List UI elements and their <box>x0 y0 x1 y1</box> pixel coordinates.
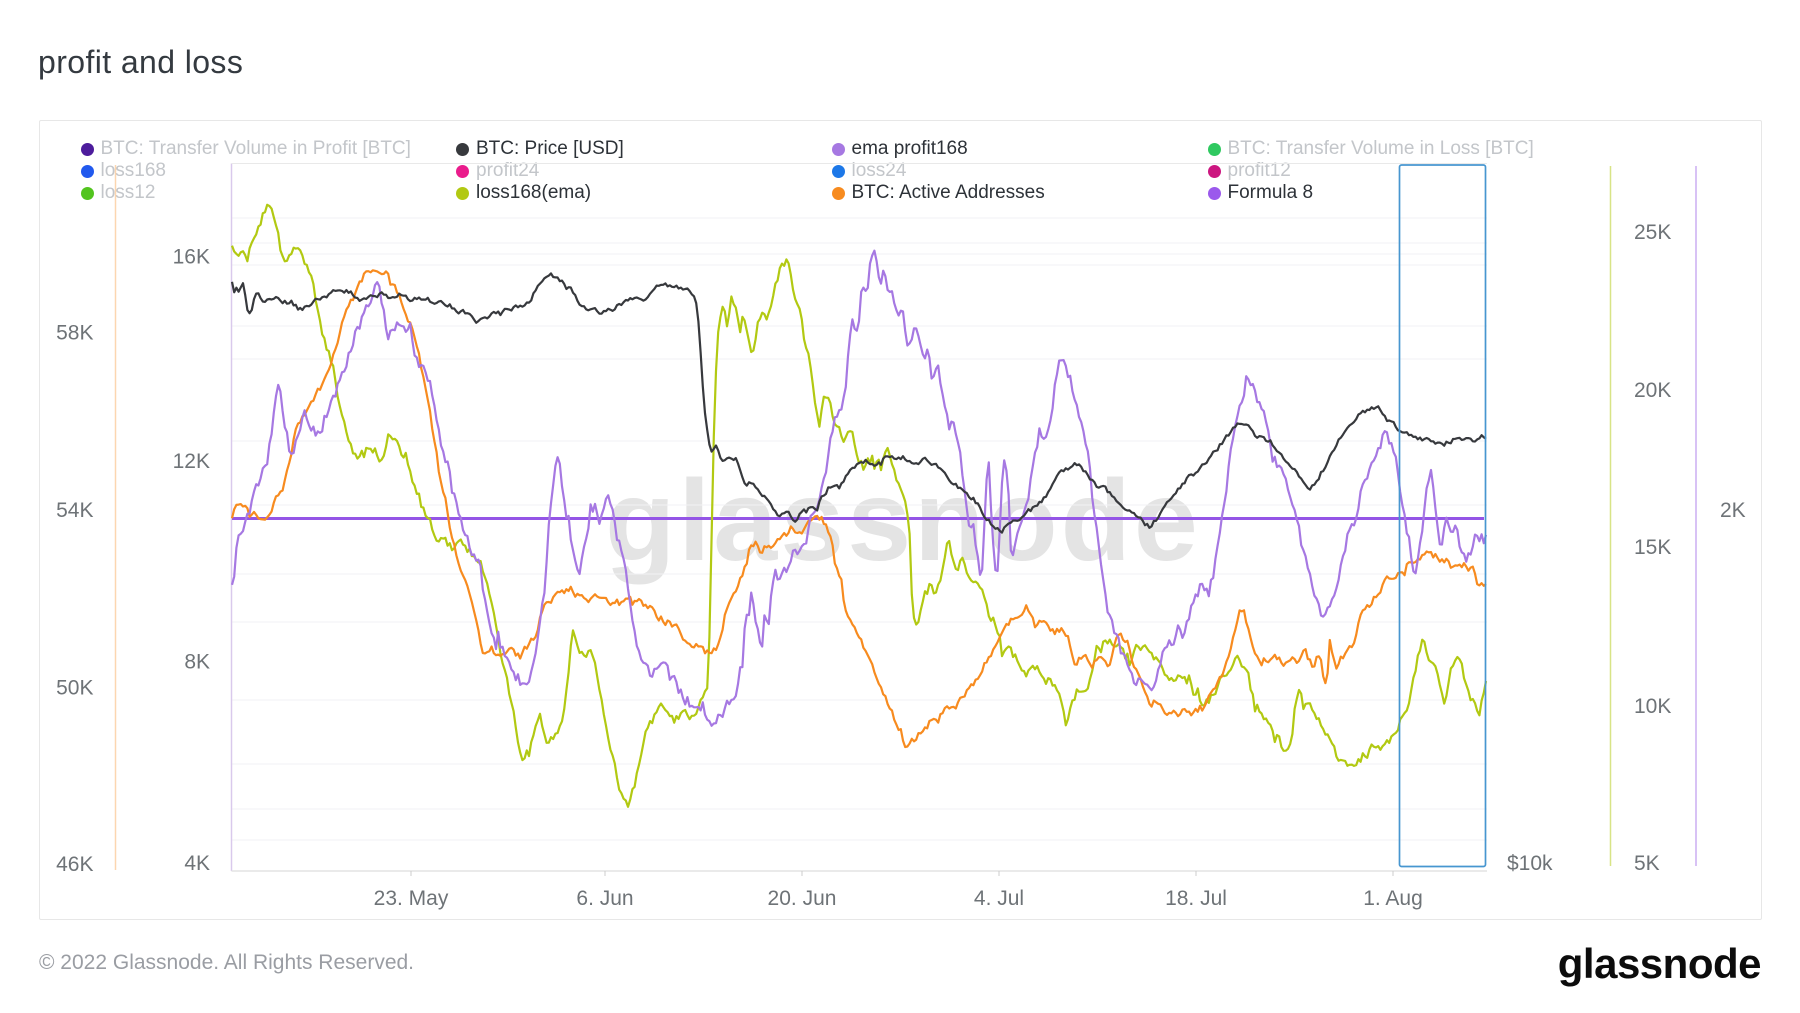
svg-text:6. Jun: 6. Jun <box>576 887 633 910</box>
svg-text:50K: 50K <box>56 677 93 700</box>
svg-text:5K: 5K <box>1634 852 1660 875</box>
svg-text:18. Jul: 18. Jul <box>1165 887 1227 910</box>
svg-text:54K: 54K <box>56 499 93 522</box>
svg-text:20. Jun: 20. Jun <box>768 887 837 910</box>
svg-text:20K: 20K <box>1634 379 1671 402</box>
svg-text:1. Aug: 1. Aug <box>1363 887 1423 910</box>
svg-text:4. Jul: 4. Jul <box>974 887 1024 910</box>
svg-text:10K: 10K <box>1634 695 1671 718</box>
svg-text:8K: 8K <box>184 651 210 674</box>
svg-text:4K: 4K <box>184 852 210 875</box>
svg-text:58K: 58K <box>56 322 93 345</box>
svg-text:23. May: 23. May <box>374 887 449 910</box>
svg-text:2K: 2K <box>1720 499 1746 522</box>
svg-text:25K: 25K <box>1634 221 1671 244</box>
svg-text:46K: 46K <box>56 853 93 876</box>
svg-text:15K: 15K <box>1634 536 1671 559</box>
svg-text:$10k: $10k <box>1507 852 1553 875</box>
svg-text:12K: 12K <box>173 450 210 473</box>
svg-text:16K: 16K <box>173 246 210 269</box>
